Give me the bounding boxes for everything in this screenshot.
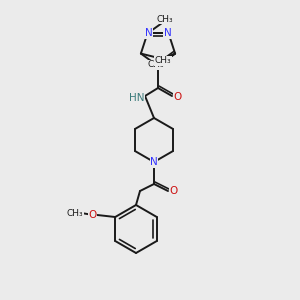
Text: O: O: [88, 210, 96, 220]
Text: O: O: [170, 186, 178, 196]
Text: N: N: [164, 28, 172, 38]
Text: CH₃: CH₃: [148, 60, 164, 69]
Text: CH₃: CH₃: [154, 56, 171, 65]
Text: O: O: [174, 92, 182, 102]
Text: CH₃: CH₃: [156, 15, 173, 24]
Text: CH₃: CH₃: [67, 208, 83, 217]
Text: HN: HN: [129, 93, 145, 103]
Text: N: N: [150, 157, 158, 167]
Text: N: N: [145, 28, 152, 38]
